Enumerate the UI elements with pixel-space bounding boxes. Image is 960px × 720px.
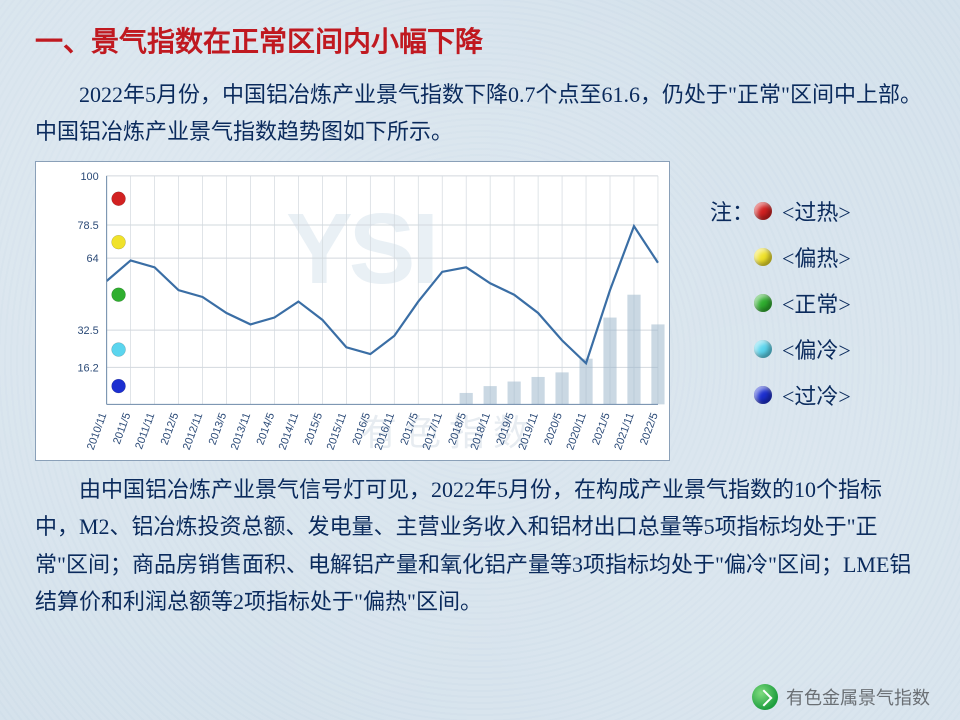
footer-brand: 有色金属景气指数	[752, 684, 930, 710]
legend-label-1: <偏热>	[782, 241, 851, 273]
svg-text:2015/5: 2015/5	[303, 411, 326, 446]
svg-text:2014/5: 2014/5	[255, 411, 278, 446]
svg-text:2010/11: 2010/11	[85, 411, 109, 451]
svg-text:2019/5: 2019/5	[494, 411, 517, 446]
svg-text:2021/11: 2021/11	[612, 411, 636, 451]
legend-row-1: <偏热>	[710, 241, 851, 273]
svg-text:2017/5: 2017/5	[398, 411, 421, 446]
svg-text:2013/5: 2013/5	[207, 411, 230, 446]
svg-text:2020/11: 2020/11	[564, 411, 588, 451]
footer-brand-text: 有色金属景气指数	[786, 684, 930, 710]
svg-text:100: 100	[81, 171, 99, 183]
svg-text:78.5: 78.5	[77, 220, 98, 232]
section-title: 一、景气指数在正常区间内小幅下降	[35, 20, 925, 60]
legend-label-2: <正常>	[782, 287, 851, 319]
svg-text:2014/11: 2014/11	[277, 411, 301, 451]
svg-text:2013/11: 2013/11	[229, 411, 253, 451]
wechat-icon	[752, 684, 778, 710]
svg-text:2016/11: 2016/11	[373, 411, 397, 451]
legend-note-label: 注：	[710, 195, 754, 227]
legend: 注： <过热> <偏热> <正常> <偏冷>	[710, 181, 851, 425]
legend-row-2: <正常>	[710, 287, 851, 319]
legend-row-3: <偏冷>	[710, 333, 851, 365]
svg-text:64: 64	[87, 253, 99, 265]
legend-label-4: <过冷>	[782, 379, 851, 411]
svg-text:2019/11: 2019/11	[516, 411, 540, 451]
svg-text:2017/11: 2017/11	[421, 411, 445, 451]
legend-dot-3	[754, 340, 772, 358]
svg-text:2020/5: 2020/5	[542, 411, 565, 446]
legend-row-0: 注： <过热>	[710, 195, 851, 227]
svg-text:2012/11: 2012/11	[181, 411, 205, 451]
paragraph-top: 2022年5月份，中国铝冶炼产业景气指数下降0.7个点至61.6，仍处于"正常"…	[35, 76, 925, 151]
legend-dot-2	[754, 294, 772, 312]
svg-text:2018/5: 2018/5	[446, 411, 469, 446]
legend-dot-1	[754, 248, 772, 266]
legend-dot-4	[754, 386, 772, 404]
legend-row-4: <过冷>	[710, 379, 851, 411]
svg-text:2021/5: 2021/5	[590, 411, 613, 446]
chart-container: YSI 有色指数 16.232.56478.51002010/112011/52…	[35, 161, 670, 461]
svg-text:2012/5: 2012/5	[159, 411, 182, 446]
svg-text:2011/5: 2011/5	[111, 411, 133, 446]
legend-label-0: <过热>	[782, 195, 851, 227]
slide: 一、景气指数在正常区间内小幅下降 2022年5月份，中国铝冶炼产业景气指数下降0…	[0, 0, 960, 720]
legend-label-3: <偏冷>	[782, 333, 851, 365]
svg-text:2011/11: 2011/11	[133, 411, 157, 451]
legend-dot-0	[754, 202, 772, 220]
line-chart: 16.232.56478.51002010/112011/52011/11201…	[36, 162, 669, 460]
chart-row: YSI 有色指数 16.232.56478.51002010/112011/52…	[35, 161, 925, 461]
svg-text:2018/11: 2018/11	[468, 411, 492, 451]
svg-text:2022/5: 2022/5	[638, 411, 661, 446]
svg-text:2015/11: 2015/11	[325, 411, 349, 451]
svg-text:32.5: 32.5	[77, 325, 98, 337]
paragraph-bottom: 由中国铝冶炼产业景气信号灯可见，2022年5月份，在构成产业景气指数的10个指标…	[35, 471, 925, 621]
svg-text:16.2: 16.2	[77, 362, 98, 374]
svg-text:2016/5: 2016/5	[350, 411, 373, 446]
